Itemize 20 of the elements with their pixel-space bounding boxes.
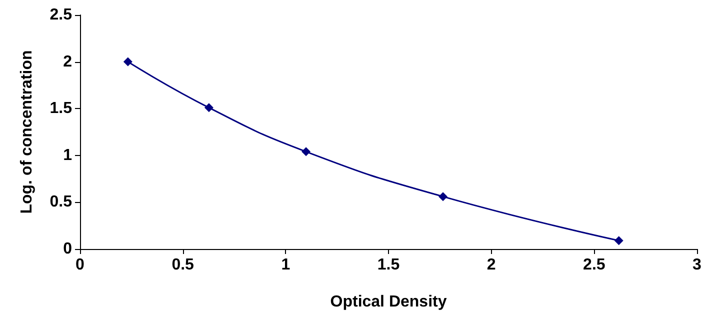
y-tick-label: 1.5: [50, 100, 72, 118]
point: [123, 57, 132, 66]
point: [302, 147, 311, 156]
x-tick-label: 1.5: [377, 256, 400, 274]
y-axis-title: Log. of concentration: [18, 50, 36, 214]
point: [204, 103, 214, 112]
point: [438, 192, 448, 202]
y-tick-label: 2.5: [50, 6, 72, 24]
y-tick-label: 0: [63, 240, 72, 258]
x-tick-label: 0: [76, 256, 85, 274]
y-tick-label: 2: [63, 53, 72, 70]
y-tick-label: 0.5: [50, 194, 72, 211]
x-tick-label: 2: [486, 256, 496, 274]
x-tick-label: 1: [281, 256, 290, 274]
point: [614, 236, 624, 246]
x-axis-title: Optical Density: [330, 294, 447, 310]
x-tick-label: 0.5: [172, 256, 194, 274]
y-tick-label: 1: [63, 146, 72, 164]
x-tick-label: 2.5: [583, 256, 606, 274]
x-tick-label: 3: [692, 256, 702, 274]
